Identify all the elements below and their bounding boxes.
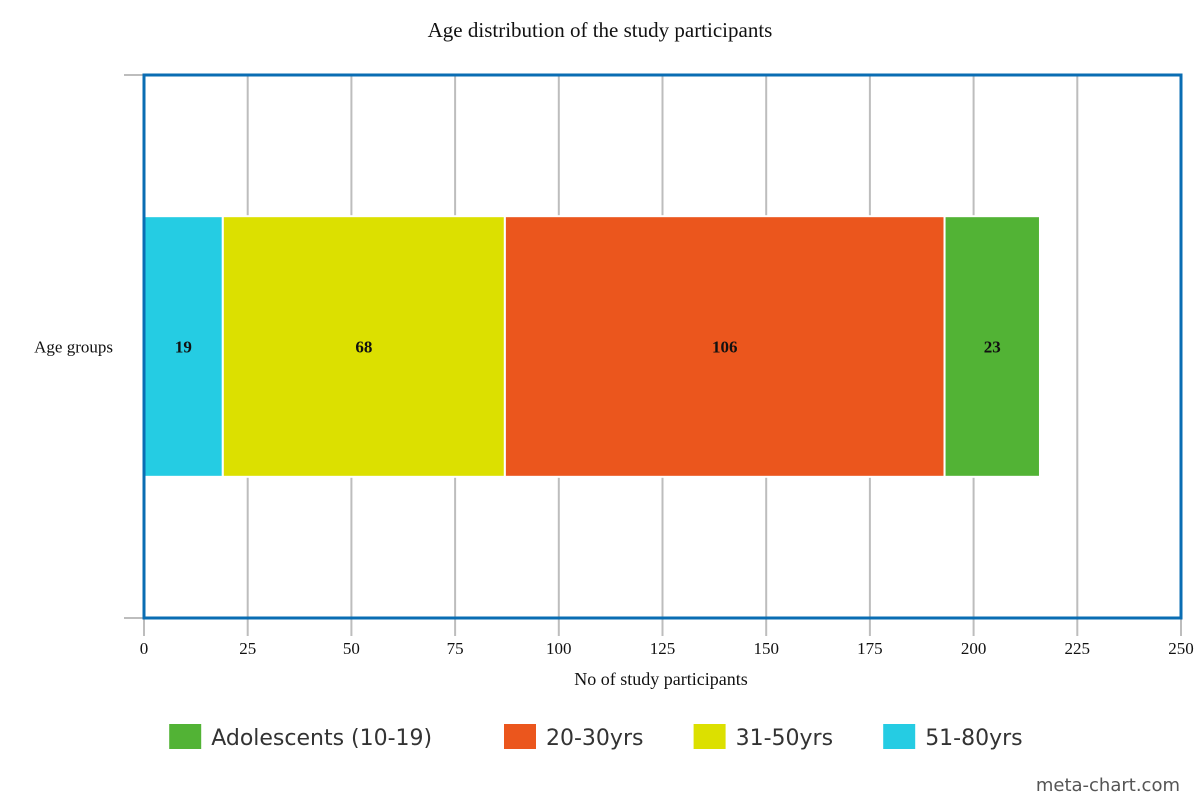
legend-swatch (693, 724, 726, 749)
bar-segment (943, 215, 1041, 478)
axes: 0 25 50 75 100 125 150 175 200 225 250 Age groups (34, 74, 1194, 658)
x-tick-label: 175 (857, 639, 883, 658)
x-tick-label: 125 (650, 639, 676, 658)
bar-segment (503, 215, 946, 478)
bar-segment (221, 215, 506, 478)
legend-label: Adolescents (10-19) (211, 726, 432, 751)
x-tick-label: 250 (1168, 639, 1194, 658)
x-tick-label: 200 (961, 639, 987, 658)
legend-swatch (504, 724, 536, 749)
x-tick-label: 75 (447, 639, 464, 658)
data-label: 23 (984, 338, 1001, 357)
x-tick-label: 225 (1065, 639, 1091, 658)
x-tick-label: 0 (140, 639, 149, 658)
data-labels: 19 68 106 23 (175, 338, 1001, 357)
legend-swatch (169, 724, 202, 749)
legend: Adolescents (10-19) 20-30yrs 31-50yrs 51-80… (169, 724, 1023, 751)
x-tick-label: 50 (343, 639, 360, 658)
legend-label: 20-30yrs (546, 726, 643, 751)
bars (143, 215, 1041, 478)
credit-text: meta-chart.com (1036, 775, 1180, 796)
bar-segment (143, 215, 224, 478)
plot-frame (142, 73, 1183, 620)
x-tick-label: 100 (546, 639, 572, 658)
x-axis-title: No of study participants (574, 669, 747, 689)
data-label: 68 (355, 338, 372, 357)
legend-label: 51-80yrs (925, 726, 1022, 751)
data-label: 106 (712, 338, 738, 357)
legend-swatch (883, 724, 916, 749)
x-tick-label: 25 (239, 639, 256, 658)
legend-label: 31-50yrs (736, 726, 833, 751)
chart-title: Age distribution of the study participan… (428, 18, 773, 42)
data-label: 19 (175, 338, 192, 357)
x-tick-label: 150 (753, 639, 779, 658)
y-category-label: Age groups (34, 338, 113, 357)
